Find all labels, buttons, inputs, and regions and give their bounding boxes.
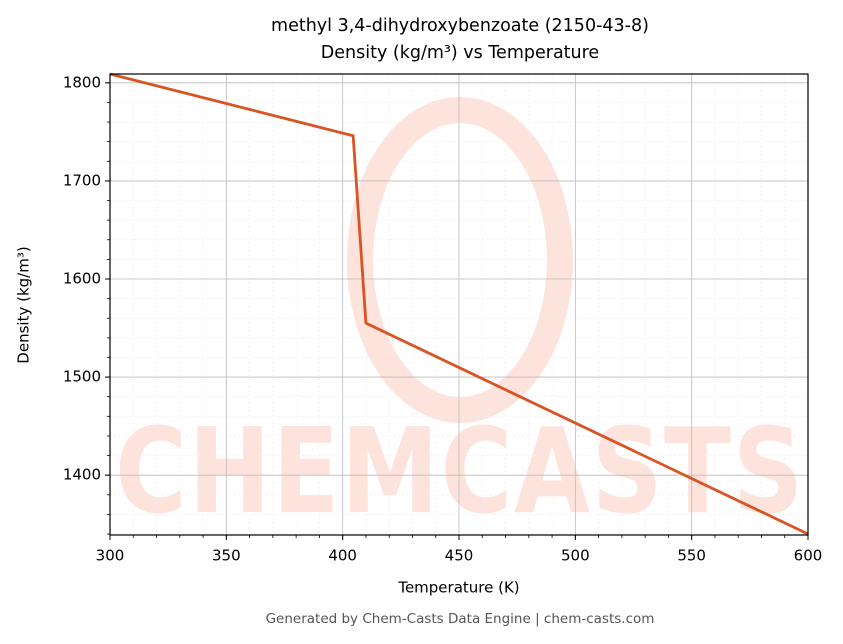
x-tick-label: 450 [445, 547, 474, 565]
x-tick-label: 350 [212, 547, 241, 565]
watermark-ring [347, 97, 573, 423]
data-line [109, 72, 809, 536]
x-tick-label: 300 [96, 547, 125, 565]
y-tick-label: 1700 [63, 171, 101, 189]
watermark: CHEMCASTS [115, 97, 805, 540]
y-axis-label: Density (kg/m³) [15, 246, 33, 363]
y-tick-label: 1500 [63, 368, 101, 386]
chart-subtitle: Density (kg/m³) vs Temperature [321, 43, 599, 63]
x-tick-label: 600 [794, 547, 823, 565]
footer: Generated by Chem-Casts Data Engine | ch… [266, 611, 655, 627]
x-tick-label: 550 [677, 547, 706, 565]
y-tick-label: 1400 [63, 466, 101, 484]
chart-title: methyl 3,4-dihydroxybenzoate (2150-43-8) [271, 16, 649, 36]
watermark-text: CHEMCASTS [115, 402, 805, 540]
plot-frame [109, 73, 809, 536]
x-tick-label: 400 [328, 547, 357, 565]
x-tick-label: 500 [561, 547, 590, 565]
x-axis-label: Temperature (K) [397, 579, 519, 597]
y-tick-label: 1600 [63, 269, 101, 287]
y-tick-label: 1800 [63, 73, 101, 91]
